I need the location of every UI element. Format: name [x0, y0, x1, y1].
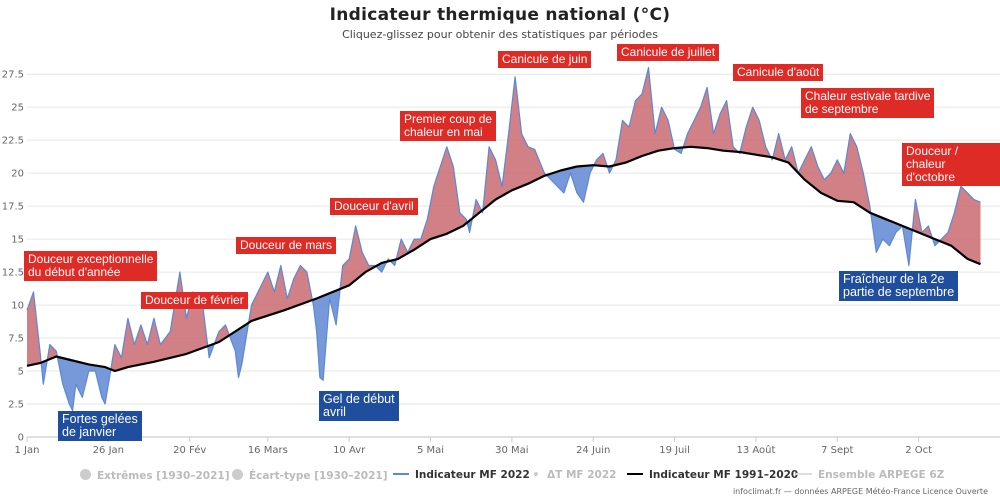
legend-label: Ensemble ARPEGE 6Z: [818, 469, 945, 481]
annotation-label: Canicule d'août: [733, 64, 824, 81]
chart-title: Indicateur thermique national (°C): [329, 5, 671, 25]
y-tick-label: 27.5: [2, 70, 24, 81]
y-tick-label: 7.5: [8, 334, 24, 345]
legend-item-indicateur-2022[interactable]: Indicateur MF 2022: [393, 469, 530, 481]
series-line-normale-1991-2020: [26, 145, 981, 373]
legend-label: Indicateur MF 2022: [415, 469, 530, 481]
annotation-label: Premier coup de chaleur en mai: [400, 111, 497, 141]
warm-anomaly-area: [772, 133, 799, 173]
legend-label: ΔT MF 2022: [547, 469, 617, 481]
cold-anomaly-area: [375, 261, 387, 273]
annotation-label: Douceur d'avril: [330, 198, 418, 215]
annotation-label: Canicule de juillet: [617, 44, 720, 61]
line-icon: [627, 473, 643, 475]
x-tick-label: 10 Avr: [333, 445, 366, 456]
annotation-label: Canicule de juin: [498, 51, 592, 68]
credit-text: infoclimat.fr — données ARPEGE Météo-Fra…: [732, 487, 988, 496]
x-tick-label: 1 Jan: [15, 445, 40, 456]
legend-label: Extrêmes [1930–2021]: [97, 470, 230, 482]
cold-anomaly-area: [546, 165, 594, 203]
y-tick-label: 2.5: [8, 400, 24, 411]
cold-anomaly-area: [902, 225, 913, 266]
y-tick-label: 15: [11, 235, 24, 246]
x-tick-label: 13 Août: [736, 444, 775, 456]
warm-anomaly-area: [912, 199, 933, 239]
series-lines: [26, 66, 981, 412]
x-tick-label: 2 Oct: [905, 445, 932, 456]
annotation-label: Douceur exceptionnelle du début d'année: [24, 251, 158, 281]
annotation-label: Fortes gelées de janvier: [58, 411, 142, 441]
y-tick-label: 12.5: [2, 268, 24, 279]
warm-anomaly-area: [798, 133, 871, 214]
warm-anomaly-area: [472, 199, 482, 219]
x-tick-label: 20 Fév: [173, 444, 206, 456]
chart-area[interactable]: 0 2.5 5 7.5 10 12.5 15 17.5 20 22.5 25 27.5 1 Jan 26…: [0, 0, 1000, 460]
warm-anomaly-area: [340, 225, 376, 289]
annotation-label: Gel de début avril: [319, 391, 399, 421]
y-tick-label: 17.5: [2, 202, 24, 213]
x-tick-label: 19 Juil: [659, 445, 690, 456]
x-tick-label: 5 Mai: [417, 445, 444, 456]
x-tick-label: 30 Mai: [495, 445, 528, 456]
y-tick-label: 20: [11, 169, 24, 180]
dot-icon: [534, 472, 538, 476]
annotation-label: Douceur / chaleur d'octobre: [902, 143, 1000, 186]
legend-item-delta-t[interactable]: ΔT MF 2022: [528, 469, 616, 481]
cold-anomaly-area: [229, 322, 249, 378]
line-icon: [393, 473, 409, 475]
circle-icon: [80, 469, 91, 480]
warm-anomaly-area: [214, 324, 230, 344]
annotation-label: Douceur de mars: [236, 237, 337, 254]
y-tick-label: 0: [18, 433, 24, 444]
y-tick-label: 22.5: [2, 136, 24, 147]
legend-label: Écart-type [1930–2021]: [249, 470, 388, 482]
legend-item-ensemble-arpege[interactable]: Ensemble ARPEGE 6Z: [796, 469, 944, 481]
y-tick-label: 10: [11, 301, 24, 312]
legend-label: Indicateur MF 1991–2020: [649, 469, 799, 481]
legend-item-normale[interactable]: Indicateur MF 1991–2020: [627, 469, 798, 481]
line-icon: [796, 473, 812, 475]
y-tick-label: 25: [11, 103, 24, 114]
annotation-label: Douceur de février: [141, 292, 248, 309]
legend: Extrêmes [1930–2021] Écart-type [1930–20…: [0, 469, 1000, 485]
warm-anomaly-area: [482, 76, 547, 210]
y-tick-label: 5: [18, 367, 24, 378]
warm-anomaly-area: [396, 146, 468, 260]
warm-anomaly-area: [248, 265, 313, 323]
circle-icon: [232, 469, 243, 480]
x-tick-label: 7 Sept: [821, 445, 853, 456]
x-tick-label: 26 Jan: [93, 445, 124, 456]
warm-anomaly-area: [27, 291, 42, 366]
x-tick-label: 24 Juin: [576, 445, 610, 456]
x-axis-ticks: 1 Jan 26 Jan 20 Fév 16 Mars 10 Avr 5 Mai 30 Ma…: [15, 437, 932, 456]
y-axis-ticks: 0 2.5 5 7.5 10 12.5 15 17.5 20 22.5 25 27.5: [2, 70, 24, 444]
legend-item-ecart-type[interactable]: Écart-type [1930–2021]: [232, 469, 388, 482]
x-tick-label: 16 Mars: [248, 445, 288, 456]
cold-anomaly-area: [57, 356, 111, 411]
warm-anomaly-area: [740, 107, 771, 158]
annotation-label: Chaleur estivale tardive de septembre: [801, 88, 935, 118]
series-line-indicateur-2022: [26, 66, 981, 412]
chart-subtitle: Cliquez-glissez pour obtenir des statist…: [342, 28, 658, 41]
annotation-label: Fraîcheur de la 2e partie de septembre: [839, 271, 959, 301]
warm-anomaly-area: [683, 87, 739, 152]
warm-anomaly-area: [613, 67, 675, 166]
warm-anomaly-area: [110, 272, 208, 371]
legend-item-extremes[interactable]: Extrêmes [1930–2021]: [80, 469, 230, 482]
